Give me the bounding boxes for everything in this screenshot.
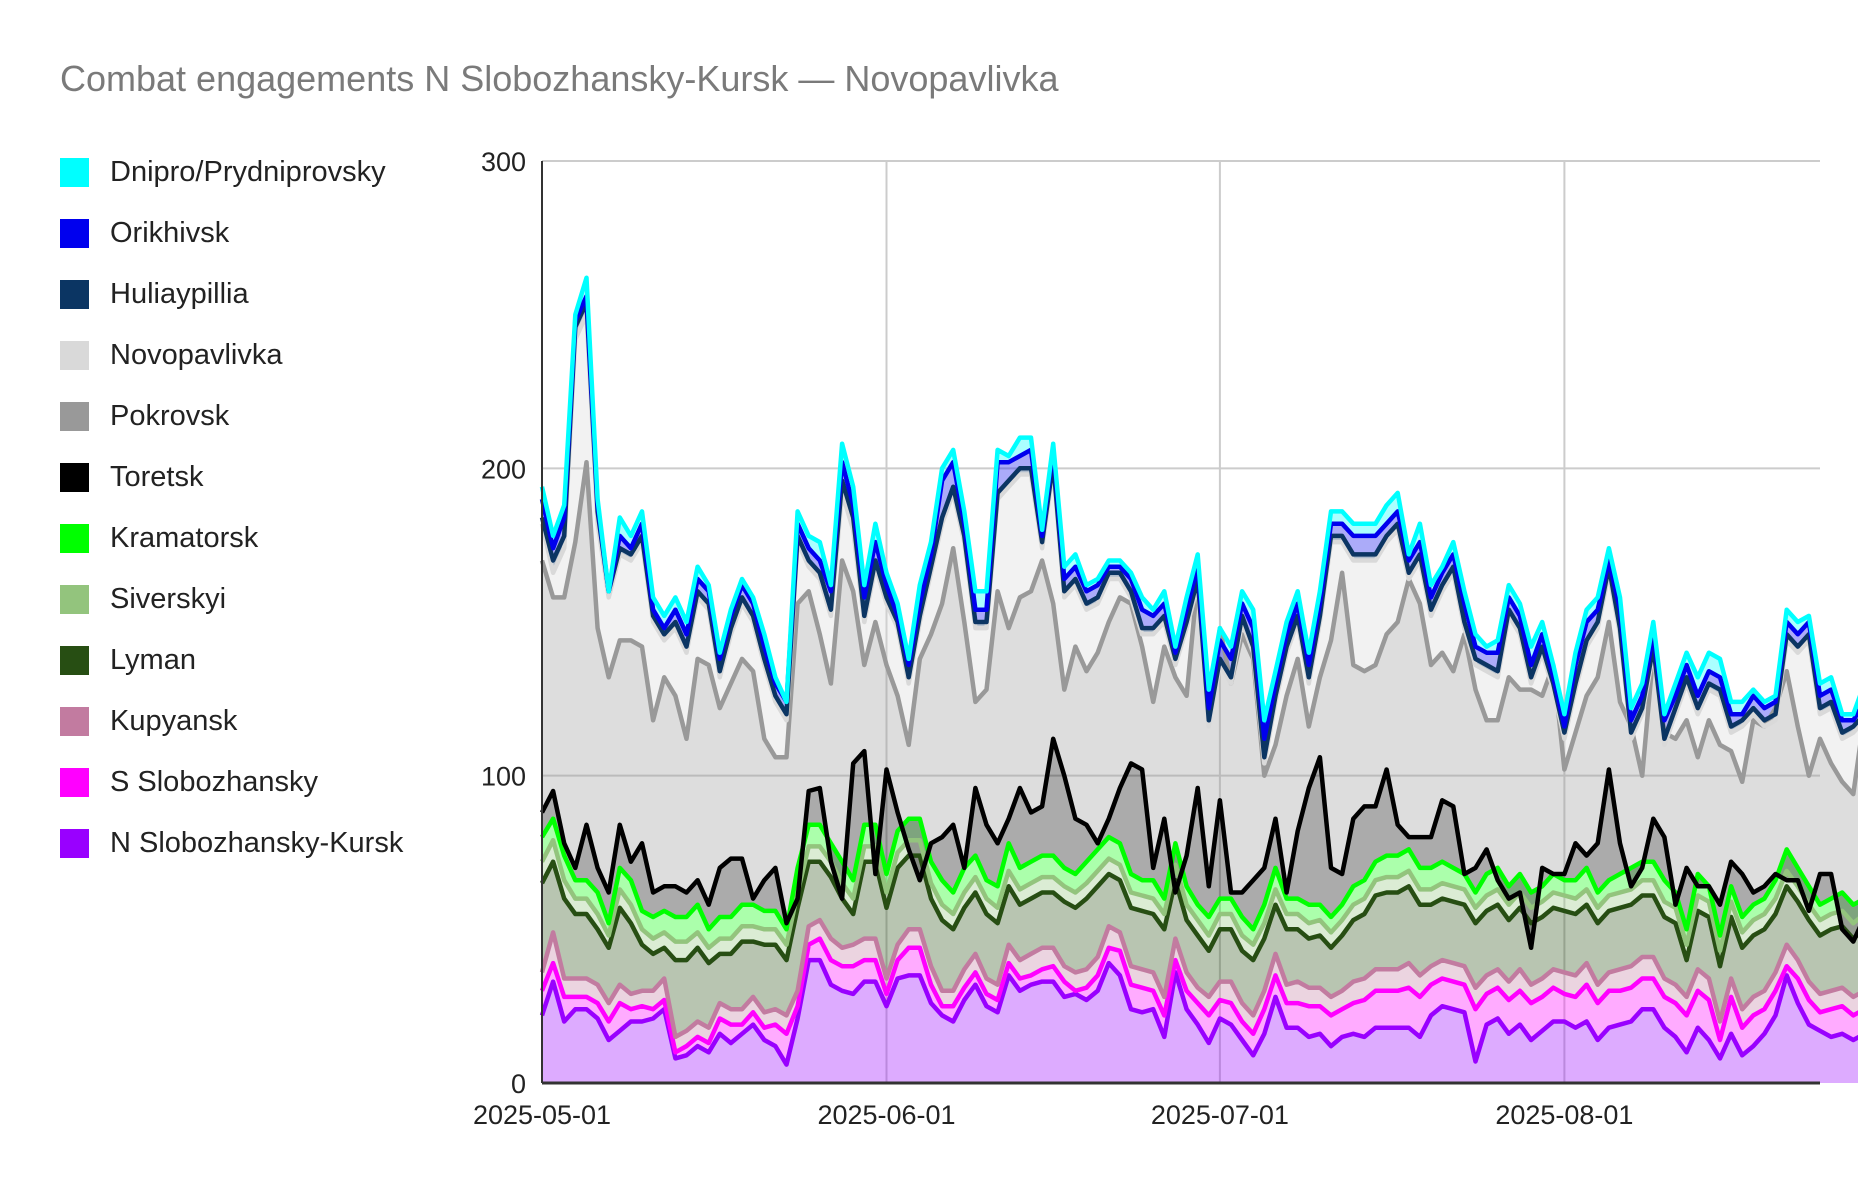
legend-label: Toretsk <box>110 461 204 493</box>
area-pokrovsk <box>542 462 1858 948</box>
legend-label: S Slobozhansky <box>110 766 318 798</box>
legend-swatch <box>60 341 89 370</box>
y-tick-label: 200 <box>481 454 526 484</box>
legend-swatch <box>60 768 89 797</box>
legend-label: Orikhivsk <box>110 217 230 249</box>
legend-item-orikhivsk: Orikhivsk <box>60 203 403 264</box>
legend-swatch <box>60 158 89 187</box>
legend-label: N Slobozhansky-Kursk <box>110 827 404 859</box>
legend-item-s-slobozhansky: S Slobozhansky <box>60 752 403 813</box>
legend-item-pokrovsk: Pokrovsk <box>60 386 403 447</box>
line-orikhivsk <box>539 293 1858 742</box>
series-lines <box>539 275 1858 1067</box>
area-toretsk <box>542 738 1858 948</box>
axes: 0 100 200 300 2025-05-01 2025-06-01 2025-07-01… <box>473 147 1820 1130</box>
legend-label: Kramatorsk <box>110 522 259 554</box>
legend-item-dnipro-prydniprovsky: Dnipro/Prydniprovsky <box>60 142 403 203</box>
line-lyman <box>540 853 1858 969</box>
line-huliaypillia <box>539 300 1858 760</box>
legend-item-siverskyi: Siverskyi <box>60 569 403 630</box>
y-tick-label: 0 <box>511 1069 526 1099</box>
line-toretsk <box>540 736 1858 951</box>
line-kupyansk <box>539 917 1858 1040</box>
x-tick-label: 2025-05-01 <box>473 1100 611 1130</box>
legend-item-toretsk: Toretsk <box>60 447 403 508</box>
x-tick-label: 2025-07-01 <box>1151 1100 1289 1130</box>
line-n-slobozhansky-kursk <box>539 957 1858 1067</box>
legend-item-kramatorsk: Kramatorsk <box>60 508 403 569</box>
legend-swatch <box>60 646 89 675</box>
legend-swatch <box>60 219 89 248</box>
legend-swatch <box>60 524 89 553</box>
area-s-slobozhansky <box>542 938 1858 1065</box>
area-n-slobozhansky-kursk <box>542 960 1858 1083</box>
legend-swatch <box>60 280 89 309</box>
legend-swatch <box>60 585 89 614</box>
line-kramatorsk <box>540 816 1858 938</box>
legend-item-kupyansk: Kupyansk <box>60 691 403 752</box>
line-s-slobozhansky <box>539 936 1858 1055</box>
legend: Dnipro/Prydniprovsky Orikhivsk Huliaypilli… <box>60 142 403 874</box>
legend-item-novopavlivka: Novopavlivka <box>60 325 403 386</box>
area-kupyansk <box>542 920 1858 1053</box>
legend-item-huliaypillia: Huliaypillia <box>60 264 403 325</box>
legend-swatch <box>60 463 89 492</box>
legend-label: Huliaypillia <box>110 278 249 310</box>
x-tick-label: 2025-08-01 <box>1495 1100 1633 1130</box>
legend-item-n-slobozhansky-kursk: N Slobozhansky-Kursk <box>60 813 403 874</box>
y-tick-label: 100 <box>481 762 526 792</box>
legend-swatch <box>60 707 89 736</box>
legend-item-lyman: Lyman <box>60 630 403 691</box>
legend-swatch <box>60 829 89 858</box>
legend-label: Novopavlivka <box>110 339 283 371</box>
line-dnipro-prydniprovsky <box>539 275 1858 723</box>
legend-swatch <box>60 402 89 431</box>
legend-label: Lyman <box>110 644 196 676</box>
x-tick-label: 2025-06-01 <box>817 1100 955 1130</box>
chart-title: Combat engagements N Slobozhansky-Kursk … <box>60 58 1059 99</box>
legend-label: Kupyansk <box>110 705 238 737</box>
y-tick-label: 300 <box>481 147 526 177</box>
legend-label: Pokrovsk <box>110 400 230 432</box>
legend-label: Siverskyi <box>110 583 227 615</box>
area-lyman <box>542 855 1858 1037</box>
legend-label: Dnipro/Prydniprovsky <box>110 156 386 188</box>
